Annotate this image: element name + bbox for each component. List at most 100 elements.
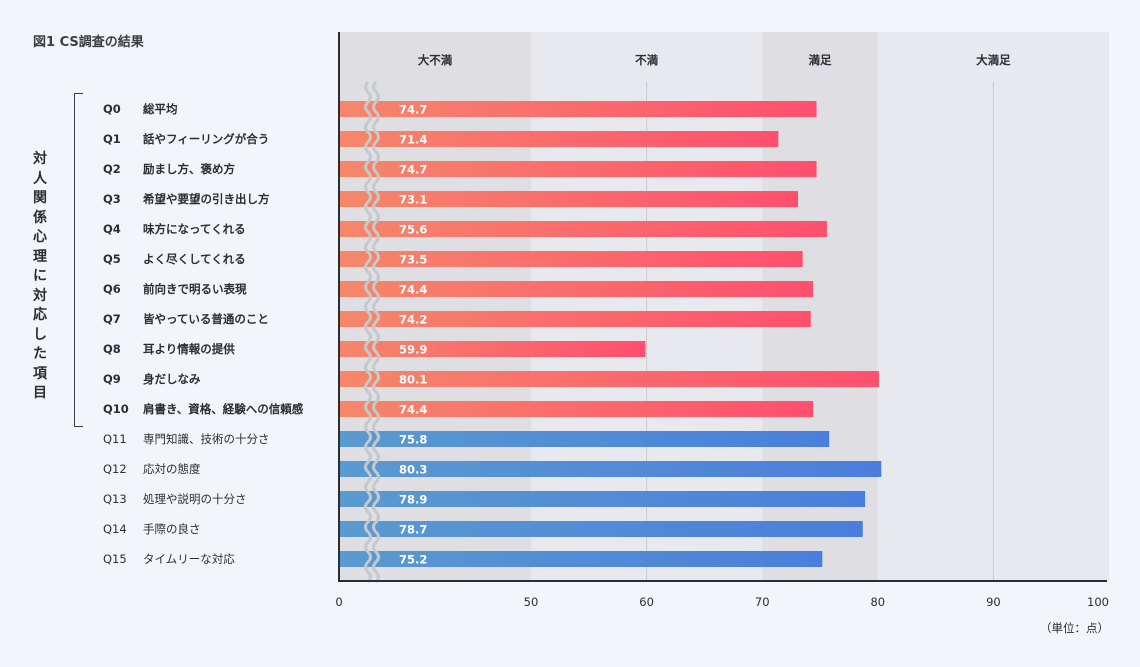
- question-id: Q4: [103, 222, 121, 236]
- bar-Q12: [339, 461, 882, 477]
- x-tick-label: 80: [870, 595, 885, 609]
- chart-title: 図1 CS調査の結果: [33, 35, 144, 50]
- row-label: Q8 耳より情報の提供: [103, 341, 235, 357]
- question-id: Q7: [103, 312, 121, 326]
- row-label: Q12 応対の態度: [103, 461, 201, 477]
- data-label: 73.5: [399, 253, 427, 267]
- question-label: 耳より情報の提供: [143, 342, 235, 356]
- question-label: 手際の良さ: [143, 522, 201, 536]
- band-label: 不満: [635, 53, 658, 67]
- bar-Q13: [339, 491, 866, 507]
- row-label: Q4 味方になってくれる: [103, 221, 246, 237]
- unit-label: （単位：点）: [1040, 621, 1109, 635]
- question-label: 皆やっている普通のこと: [143, 312, 269, 326]
- bar-Q11: [339, 431, 830, 447]
- bar-Q1: [339, 131, 779, 147]
- question-id: Q14: [103, 522, 127, 536]
- data-label: 59.9: [399, 343, 427, 357]
- bar-Q8: [339, 341, 646, 357]
- bar-Q5: [339, 251, 803, 267]
- data-label: 74.2: [399, 313, 427, 327]
- question-id: Q15: [103, 552, 127, 566]
- row-label: Q2 励まし方、褒め方: [103, 161, 235, 177]
- x-tick-label: 90: [986, 595, 1001, 609]
- question-label: 前向きで明るい表現: [143, 282, 247, 296]
- question-label: 専門知識、技術の十分さ: [143, 432, 270, 446]
- bar-Q7: [339, 311, 811, 327]
- axis-break-icon: [372, 80, 380, 584]
- band-label: 大満足: [976, 53, 1011, 67]
- data-label: 75.2: [399, 553, 427, 567]
- axis-break-icon: [364, 80, 372, 584]
- question-label: 話やフィーリングが合う: [143, 132, 270, 146]
- row-label: Q1 話やフィーリングが合う: [103, 131, 269, 147]
- data-label: 80.1: [399, 373, 427, 387]
- data-label: 74.7: [399, 163, 427, 177]
- question-id: Q1: [103, 132, 121, 146]
- row-label: Q5 よく尽くしてくれる: [103, 251, 246, 267]
- data-label: 73.1: [399, 193, 427, 207]
- bar-Q0: [339, 101, 817, 117]
- question-id: Q11: [103, 432, 127, 446]
- bar-Q4: [339, 221, 827, 237]
- x-tick-label: 100: [1087, 595, 1109, 609]
- data-label: 71.4: [399, 133, 427, 147]
- bar-Q14: [339, 521, 863, 537]
- band-2: [762, 32, 878, 581]
- question-id: Q0: [103, 102, 121, 116]
- question-id: Q10: [103, 402, 129, 416]
- row-label: Q11 専門知識、技術の十分さ: [103, 431, 270, 447]
- row-label: Q9 身だしなみ: [103, 371, 201, 387]
- row-label: Q14 手際の良さ: [103, 521, 201, 537]
- bar-Q3: [339, 191, 799, 207]
- row-label: Q7 皆やっている普通のこと: [103, 311, 269, 327]
- x-tick-label: 60: [639, 595, 654, 609]
- question-label: 希望や要望の引き出し方: [143, 192, 270, 206]
- question-label: 励まし方、褒め方: [143, 162, 235, 176]
- data-label: 78.7: [399, 523, 427, 537]
- question-label: 応対の態度: [143, 462, 201, 476]
- data-label: 74.4: [399, 403, 427, 417]
- question-label: よく尽くしてくれる: [143, 252, 246, 266]
- bar-Q10: [339, 401, 814, 417]
- row-label: Q0 総平均: [103, 101, 178, 117]
- data-label: 80.3: [399, 463, 427, 477]
- group-label: 対人関係心理に対応した項目: [33, 151, 47, 401]
- question-id: Q8: [103, 342, 121, 356]
- question-label: 処理や説明の十分さ: [143, 492, 247, 506]
- question-id: Q5: [103, 252, 121, 266]
- question-label: タイムリーな対応: [143, 552, 235, 566]
- x-tick-label: 50: [524, 595, 539, 609]
- band-label: 満足: [809, 53, 832, 67]
- data-label: 74.7: [399, 103, 427, 117]
- x-tick-label: 70: [755, 595, 770, 609]
- band-label: 大不満: [418, 53, 453, 67]
- question-label: 身だしなみ: [143, 372, 201, 386]
- data-label: 78.9: [399, 493, 427, 507]
- question-id: Q3: [103, 192, 121, 206]
- data-label: 75.6: [399, 223, 427, 237]
- x-tick-label: 0: [335, 595, 342, 609]
- question-label: 肩書き、資格、経験への信頼感: [143, 402, 304, 416]
- row-label: Q13 処理や説明の十分さ: [103, 491, 247, 507]
- question-label: 総平均: [143, 102, 178, 116]
- bar-Q2: [339, 161, 817, 177]
- row-label: Q10 肩書き、資格、経験への信頼感: [103, 401, 303, 417]
- row-label: Q6 前向きで明るい表現: [103, 281, 247, 297]
- data-label: 74.4: [399, 283, 427, 297]
- question-id: Q13: [103, 492, 127, 506]
- row-label: Q15 タイムリーな対応: [103, 551, 235, 567]
- row-label: Q3 希望や要望の引き出し方: [103, 191, 270, 207]
- band-0: [339, 32, 531, 581]
- bar-Q6: [339, 281, 814, 297]
- question-label: 味方になってくれる: [143, 222, 246, 236]
- question-id: Q6: [103, 282, 121, 296]
- question-id: Q12: [103, 462, 127, 476]
- data-label: 75.8: [399, 433, 427, 447]
- bar-Q9: [339, 371, 879, 387]
- group-bracket: [74, 93, 83, 427]
- bar-Q15: [339, 551, 823, 567]
- question-id: Q9: [103, 372, 121, 386]
- question-id: Q2: [103, 162, 121, 176]
